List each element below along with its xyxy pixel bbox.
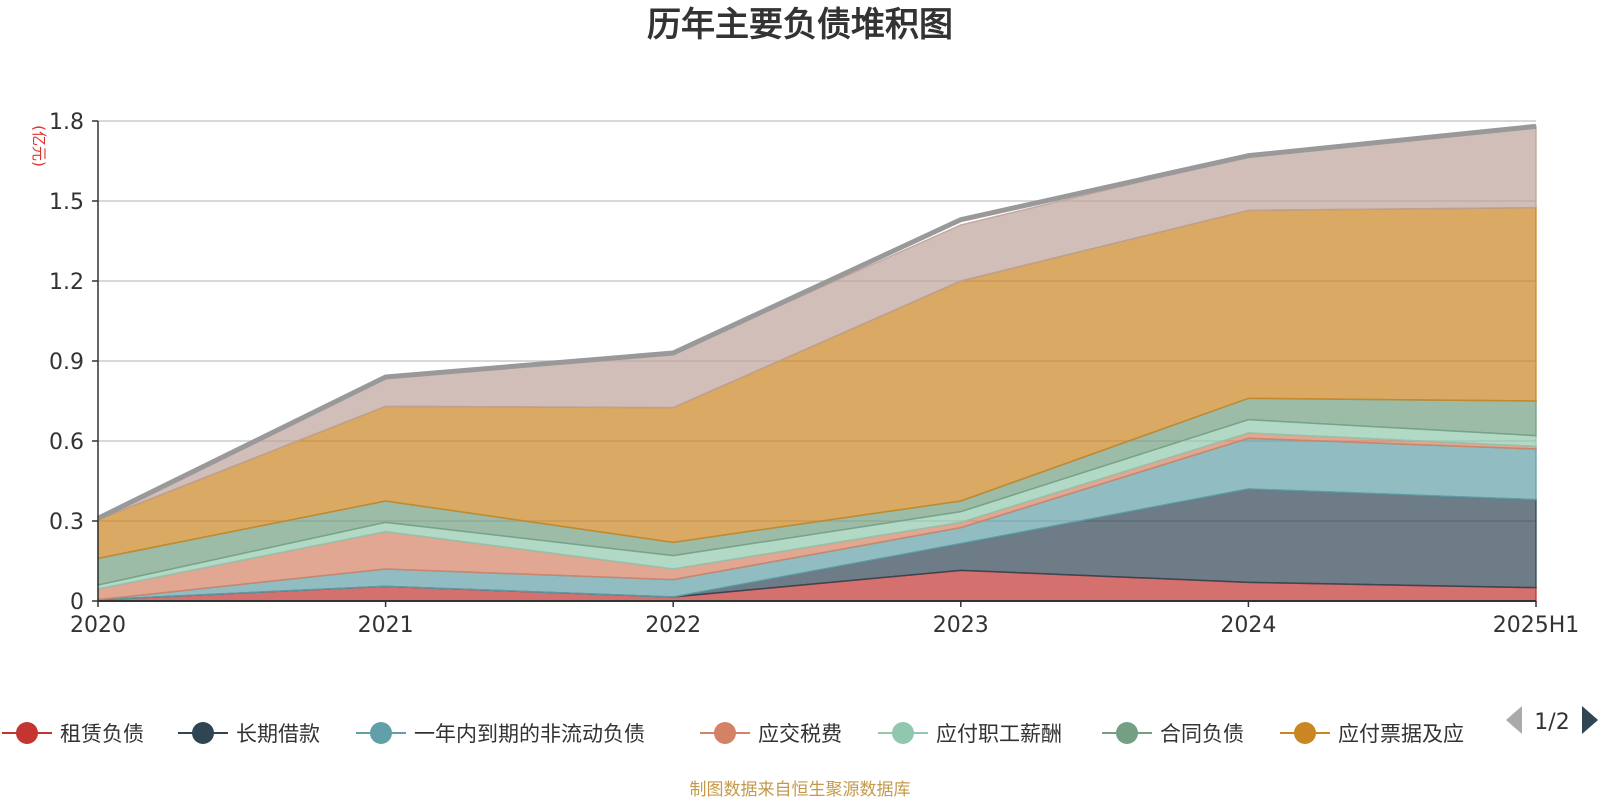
legend-item[interactable]: 应交税费 [700, 722, 842, 746]
legend-label: 合同负债 [1160, 722, 1244, 746]
y-tick-label: 1.5 [49, 190, 84, 215]
chart-title: 历年主要负债堆积图 [647, 5, 953, 45]
legend-item[interactable]: 长期借款 [178, 722, 320, 746]
y-tick-label: 0.6 [49, 430, 84, 455]
data-source-footer: 制图数据来自恒生聚源数据库 [690, 780, 911, 800]
y-tick-label: 1.8 [49, 110, 84, 135]
stacked-areas [96, 123, 1537, 602]
x-tick-label: 2022 [645, 613, 701, 638]
x-tick-label: 2021 [358, 613, 414, 638]
x-tick-label: 2024 [1220, 613, 1276, 638]
y-axis-unit: (亿元) [30, 125, 48, 167]
x-tick-label: 2025H1 [1493, 613, 1580, 638]
legend-prev-page-icon[interactable] [1506, 706, 1522, 734]
legend-circle-icon [16, 722, 38, 744]
legend-item[interactable]: 应付职工薪酬 [878, 722, 1062, 746]
legend-label: 应交税费 [758, 722, 842, 746]
legend-circle-icon [370, 722, 392, 744]
legend-next-page-icon[interactable] [1582, 706, 1598, 734]
total-line [96, 123, 1537, 521]
legend-item[interactable]: 一年内到期的非流动负债 [356, 722, 645, 746]
legend-circle-icon [1294, 722, 1316, 744]
x-tick-label: 2023 [933, 613, 989, 638]
legend: 租赁负债 长期借款 一年内到期的非流动负债 应交税费 应付职工薪酬 合同负债 应付票据及应 [2, 722, 1464, 746]
legend-page-indicator: 1/2 [1534, 710, 1569, 735]
axes: 0 0.3 0.6 0.9 1.2 1.5 1.8 2020 2021 2022 2023 2024 2… [49, 110, 1579, 638]
legend-label: 租赁负债 [60, 722, 144, 746]
legend-circle-icon [1116, 722, 1138, 744]
legend-label: 应付票据及应 [1338, 722, 1464, 746]
legend-pager: 1/2 [1506, 706, 1598, 735]
y-tick-label: 0.3 [49, 510, 84, 535]
y-tick-label: 0.9 [49, 350, 84, 375]
y-tick-label: 1.2 [49, 270, 84, 295]
legend-circle-icon [892, 722, 914, 744]
x-tick-label: 2020 [70, 613, 126, 638]
legend-label: 长期借款 [236, 722, 320, 746]
legend-item[interactable]: 租赁负债 [2, 722, 144, 746]
legend-item[interactable]: 应付票据及应 [1280, 722, 1464, 746]
legend-label: 应付职工薪酬 [936, 722, 1062, 746]
legend-item[interactable]: 合同负债 [1102, 722, 1244, 746]
legend-circle-icon [192, 722, 214, 744]
legend-circle-icon [714, 722, 736, 744]
legend-label: 一年内到期的非流动负债 [414, 722, 645, 746]
y-tick-label: 0 [70, 590, 84, 615]
